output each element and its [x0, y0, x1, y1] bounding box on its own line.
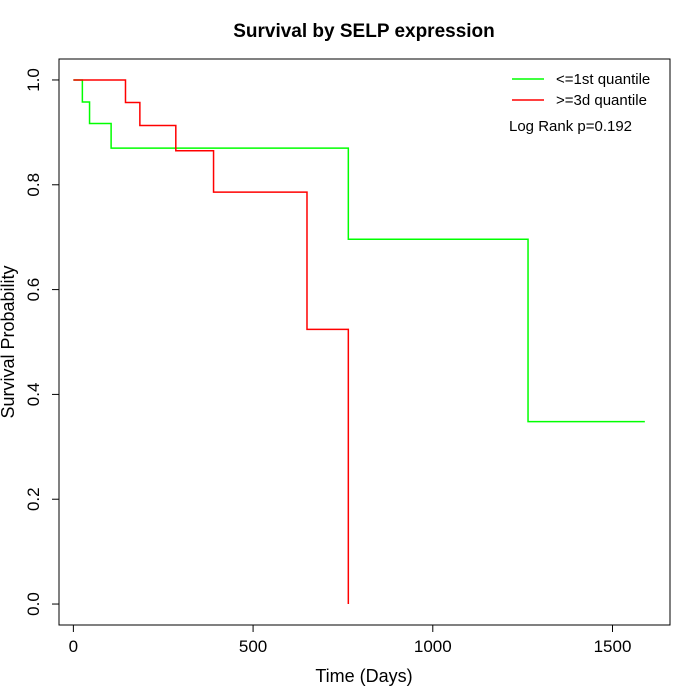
y-tick-label: 0.0 — [24, 592, 43, 616]
x-axis-label: Time (Days) — [315, 666, 412, 686]
y-tick-label: 0.2 — [24, 487, 43, 511]
y-tick-label: 0.4 — [24, 383, 43, 407]
y-axis-label: Survival Probability — [0, 265, 18, 418]
x-tick-label: 1500 — [594, 637, 632, 656]
x-tick-label: 500 — [239, 637, 267, 656]
y-tick-label: 0.6 — [24, 278, 43, 302]
y-axis: 0.0 0.2 0.4 0.6 0.8 1.0 — [24, 68, 59, 616]
chart-title: Survival by SELP expression — [233, 21, 495, 42]
y-tick-label: 1.0 — [24, 68, 43, 92]
x-tick-label: 1000 — [414, 637, 452, 656]
legend-label-low: <=1st quantile — [556, 71, 650, 88]
survival-curves — [73, 79, 645, 605]
x-tick-label: 0 — [69, 637, 78, 656]
y-tick-label: 0.8 — [24, 173, 43, 197]
series-line-1 — [73, 79, 350, 605]
legend-label-high: >=3d quantile — [556, 92, 647, 109]
series-line-0 — [73, 79, 645, 423]
x-axis: 0 500 1000 1500 — [69, 625, 632, 656]
plot-frame — [58, 58, 671, 626]
legend: <=1st quantile >=3d quantile Log Rank p=… — [509, 71, 650, 135]
log-rank-annotation: Log Rank p=0.192 — [509, 118, 632, 135]
